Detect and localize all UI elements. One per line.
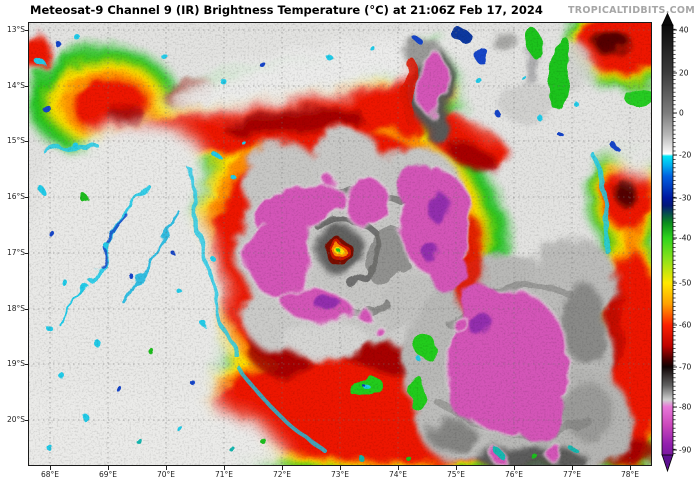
- lat-label: 17°S: [6, 248, 25, 257]
- colorbar: 40 20 0 -20 -30 -40 -50 -60 -70 -80 -90: [661, 12, 691, 473]
- lat-label: 14°S: [6, 81, 25, 90]
- colorbar-arrow-up: [661, 12, 674, 26]
- lat-label: 16°S: [6, 192, 25, 201]
- graticule-gridlines: [28, 22, 652, 466]
- colorbar-tick-label: -80: [679, 403, 691, 412]
- site-credit: TROPICALTIDBITS.COM: [568, 5, 695, 16]
- lon-tick: [224, 466, 225, 470]
- colorbar-gradient: [661, 24, 674, 456]
- lon-label: 75°E: [446, 470, 466, 479]
- lat-tick: [24, 309, 28, 310]
- lat-tick: [24, 420, 28, 421]
- lat-label: 20°S: [6, 415, 25, 424]
- lon-tick: [398, 466, 399, 470]
- lon-tick: [514, 466, 515, 470]
- lon-tick: [572, 466, 573, 470]
- lon-tick: [166, 466, 167, 470]
- lon-tick: [50, 466, 51, 470]
- lon-label: 68°E: [40, 470, 60, 479]
- colorbar-tick-label: 40: [679, 26, 689, 35]
- lon-label: 74°E: [388, 470, 408, 479]
- colorbar-labels: 40 20 0 -20 -30 -40 -50 -60 -70 -80 -90: [679, 26, 691, 455]
- image-grain-texture: [28, 22, 652, 466]
- lat-label: 15°S: [6, 136, 25, 145]
- colorbar-tick-label: 0: [679, 109, 684, 118]
- colorbar-tick-label: -70: [679, 363, 691, 372]
- lat-tick: [24, 364, 28, 365]
- colorbar-tick-label: -60: [679, 321, 691, 330]
- map-border: [28, 22, 652, 466]
- lat-tick: [24, 30, 28, 31]
- lat-tick: [24, 197, 28, 198]
- title-bar: Meteosat-9 Channel 9 (IR) Brightness Tem…: [0, 0, 699, 22]
- lat-label: 18°S: [6, 304, 25, 313]
- lon-label: 70°E: [156, 470, 176, 479]
- lon-label: 69°E: [98, 470, 118, 479]
- colorbar-tick-label: -50: [679, 279, 691, 288]
- lon-tick: [456, 466, 457, 470]
- lat-tick: [24, 253, 28, 254]
- lat-label: 13°S: [6, 25, 25, 34]
- lat-label: 19°S: [6, 359, 25, 368]
- colorbar-ticks: [673, 28, 677, 454]
- colorbar-tick-label: -40: [679, 234, 691, 243]
- colorbar-tick-label: -30: [679, 194, 691, 203]
- lon-label: 73°E: [330, 470, 350, 479]
- lon-tick: [340, 466, 341, 470]
- colorbar-arrow-down: [661, 454, 674, 473]
- lon-label: 72°E: [272, 470, 292, 479]
- colorbar-tick-label: 20: [679, 69, 689, 78]
- lon-label: 71°E: [214, 470, 234, 479]
- page-title: Meteosat-9 Channel 9 (IR) Brightness Tem…: [30, 3, 543, 17]
- lon-tick: [282, 466, 283, 470]
- colorbar-tick-label: -90: [679, 446, 691, 455]
- lat-tick: [24, 86, 28, 87]
- lon-tick: [108, 466, 109, 470]
- lat-tick: [24, 141, 28, 142]
- lon-tick: [630, 466, 631, 470]
- lon-label: 77°E: [562, 470, 582, 479]
- lon-label: 78°E: [620, 470, 640, 479]
- lon-label: 76°E: [504, 470, 524, 479]
- colorbar-tick-label: -20: [679, 151, 691, 160]
